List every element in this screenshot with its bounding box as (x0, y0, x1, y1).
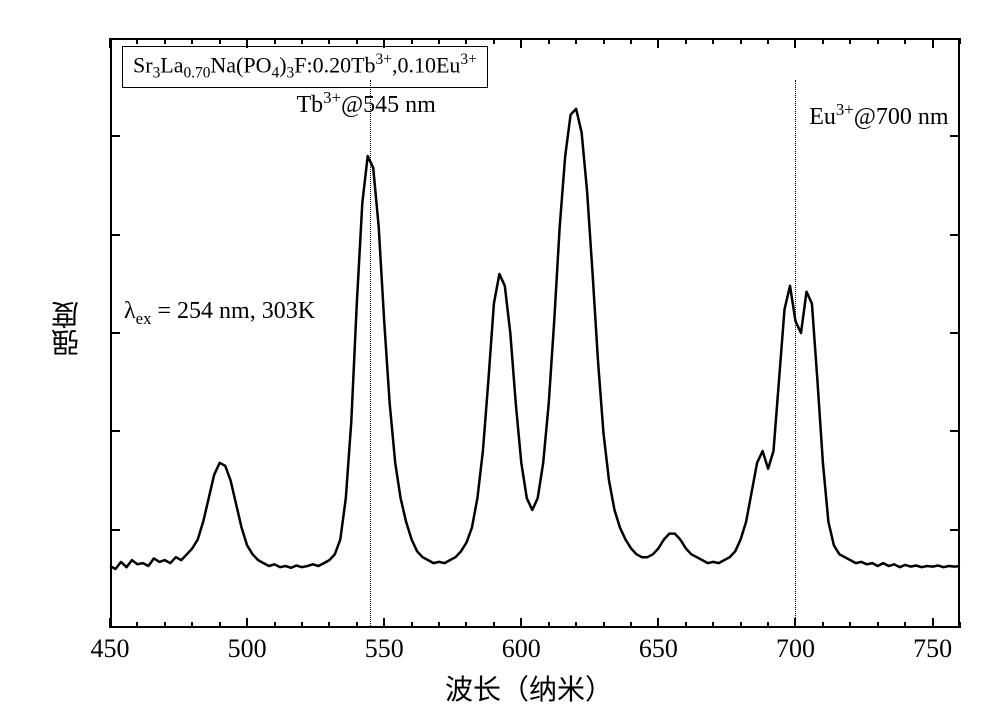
spectrum-line (20, 20, 980, 706)
spectrum-chart: 强度 波长（纳米） Sr3La0.70Na(PO4)3F:0.20Tb3+,0.… (20, 20, 980, 706)
